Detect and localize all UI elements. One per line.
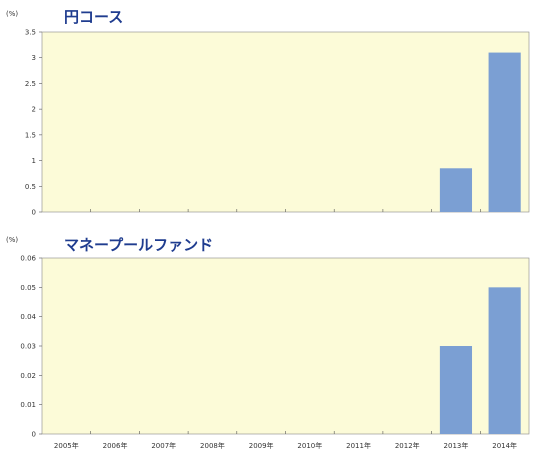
chart-2-xtick-label: 2006年 — [103, 441, 128, 450]
chart-2-title: マネープールファンド — [64, 236, 213, 254]
chart-2-xtick-label: 2007年 — [151, 441, 176, 450]
chart-1-title: 円コース — [64, 8, 123, 26]
chart-2-unit-label: (%) — [6, 236, 18, 244]
chart-2-ytick-label: 0.03 — [20, 343, 36, 351]
chart-2-bar-2014年 — [488, 287, 521, 434]
chart-1-ytick-label: 0 — [32, 209, 36, 217]
chart-1-bar-2013年 — [439, 168, 473, 212]
chart-1-ytick-label: 1 — [32, 157, 36, 165]
chart-1-ytick-label: 2.5 — [25, 80, 36, 88]
chart-2-bar-2013年 — [439, 346, 473, 434]
chart-1: (%) 円コース 0 0.5 1 1.5 2 2.5 3 3.5 — [6, 8, 530, 217]
chart-1-ytick-label: 3.5 — [25, 29, 36, 37]
chart-1-ytick-label: 1.5 — [25, 131, 36, 139]
chart-1-ytick-label: 0.5 — [25, 183, 36, 191]
chart-2-xtick-label: 2014年 — [492, 441, 517, 450]
chart-2-ytick-label: 0.04 — [20, 313, 36, 321]
chart-1-bar-2014年 — [488, 52, 521, 213]
chart-2-ytick-label: 0 — [32, 431, 36, 439]
chart-1-ytick-label: 2 — [32, 106, 36, 114]
chart-2-ytick-label: 0.01 — [20, 401, 36, 409]
chart-1-ytick-label: 3 — [32, 54, 36, 62]
chart-2-ytick-label: 0.06 — [20, 255, 36, 263]
chart-2-xtick-label: 2005年 — [54, 441, 79, 450]
chart-2-ytick-label: 0.05 — [20, 284, 36, 292]
chart-2-ytick-label: 0.02 — [20, 372, 36, 380]
chart-2-xtick-label: 2012年 — [395, 441, 420, 450]
chart-2-xtick-label: 2009年 — [249, 441, 274, 450]
chart-2-xtick-label: 2010年 — [297, 441, 322, 450]
chart-2-xtick-label: 2011年 — [346, 441, 371, 450]
chart-1-unit-label: (%) — [6, 10, 18, 18]
chart-2: (%) マネープールファンド 0 0.01 0.02 0.03 0.04 0.05 0.06… — [6, 236, 530, 450]
chart-2-xtick-label: 2013年 — [444, 441, 469, 450]
chart-2-xtick-label: 2008年 — [200, 441, 225, 450]
